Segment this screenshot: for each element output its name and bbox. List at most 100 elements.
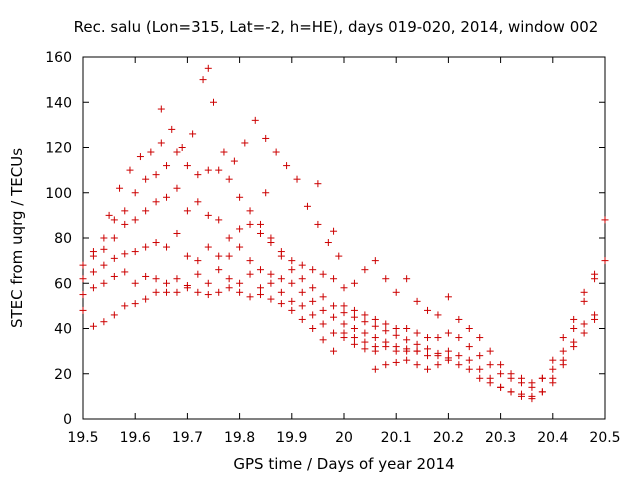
data-point (152, 171, 160, 179)
data-point (382, 327, 390, 335)
data-point (303, 202, 311, 210)
data-point (256, 291, 264, 299)
data-point (517, 379, 525, 387)
data-point (371, 334, 379, 342)
data-point (601, 257, 609, 265)
data-point (465, 343, 473, 351)
data-point (444, 293, 452, 301)
data-point (382, 320, 390, 328)
data-point (288, 297, 296, 305)
data-point (591, 275, 599, 283)
data-point (178, 144, 186, 151)
data-point (570, 343, 578, 351)
data-point (256, 220, 264, 228)
data-point (434, 352, 442, 360)
data-point (371, 343, 379, 351)
data-point (110, 216, 118, 224)
data-point (455, 334, 463, 342)
data-point (371, 322, 379, 330)
data-point (319, 336, 327, 344)
data-point (288, 266, 296, 274)
data-point (225, 252, 233, 260)
data-point (121, 250, 129, 258)
data-point (403, 356, 411, 364)
data-point (173, 229, 181, 237)
data-point (580, 329, 588, 337)
data-point (225, 234, 233, 242)
data-point (455, 361, 463, 369)
data-point (152, 198, 160, 206)
data-point (194, 288, 202, 296)
data-point (392, 358, 400, 366)
data-point (361, 266, 369, 274)
data-point (225, 175, 233, 183)
y-tick-label: 40 (54, 322, 72, 338)
x-tick-labels: 19.5 19.6 19.7 19.8 19.9 20 20.1 20.2 20.3 20.4 20… (67, 430, 620, 446)
data-point (580, 320, 588, 328)
data-point (225, 275, 233, 283)
data-point (444, 329, 452, 337)
data-point (105, 211, 113, 219)
data-point (152, 239, 160, 247)
data-point (350, 325, 358, 332)
data-point (319, 306, 327, 314)
data-point (403, 336, 411, 344)
data-point (580, 297, 588, 305)
x-axis-label: GPS time / Days of year 2014 (233, 455, 454, 473)
chart-title: Rec. salu (Lon=315, Lat=-2, h=HE), days … (74, 18, 599, 36)
data-point (361, 311, 369, 319)
data-point (131, 300, 139, 308)
data-point (538, 374, 546, 382)
data-point (298, 288, 306, 296)
x-tick-label: 19.8 (224, 430, 255, 446)
data-point (215, 252, 223, 260)
data-point (392, 331, 400, 339)
data-point (241, 139, 249, 147)
data-point (298, 275, 306, 283)
data-point (476, 365, 484, 373)
data-point (110, 311, 118, 319)
data-point (324, 239, 332, 247)
data-point (497, 361, 505, 369)
data-point (570, 325, 578, 332)
data-point (256, 266, 264, 274)
data-point (204, 64, 212, 72)
data-point (204, 166, 212, 174)
data-point (293, 175, 301, 183)
data-point (319, 293, 327, 301)
data-point (528, 395, 536, 403)
data-point (152, 275, 160, 283)
data-point (559, 334, 567, 342)
data-point (183, 284, 191, 292)
data-point (131, 279, 139, 287)
y-tick-label: 120 (45, 141, 72, 157)
data-point (199, 76, 207, 84)
data-point (350, 279, 358, 287)
data-point (262, 189, 270, 197)
data-point (549, 365, 557, 373)
data-point (204, 279, 212, 287)
data-point (163, 162, 171, 170)
data-point (100, 245, 108, 253)
data-point (486, 347, 494, 355)
data-point (142, 207, 150, 215)
data-point (382, 343, 390, 351)
data-point (215, 266, 223, 274)
data-point (163, 279, 171, 287)
data-point (100, 318, 108, 326)
data-point (236, 225, 244, 233)
data-point (455, 352, 463, 360)
data-point (256, 229, 264, 237)
data-point (110, 254, 118, 262)
data-point (335, 252, 343, 260)
data-point (131, 216, 139, 224)
data-point (497, 370, 505, 378)
data-point (267, 270, 275, 278)
data-point (517, 392, 525, 400)
data-point (152, 288, 160, 296)
data-point (424, 365, 432, 373)
data-point (173, 184, 181, 192)
data-point (559, 347, 567, 355)
data-point (157, 139, 165, 147)
data-point (330, 227, 338, 235)
